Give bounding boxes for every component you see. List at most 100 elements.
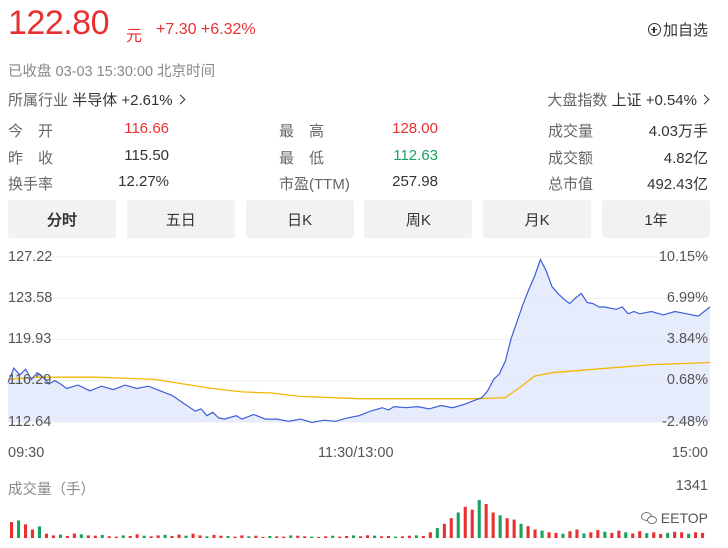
volume-bar — [680, 532, 684, 538]
intraday-price-chart[interactable] — [0, 240, 728, 440]
volume-bar — [624, 532, 628, 538]
y-price-tick: 123.58 — [8, 290, 53, 306]
volume-bar — [568, 531, 572, 538]
volume-bar — [533, 529, 537, 538]
volume-bar — [303, 536, 307, 538]
y-price-tick: 116.29 — [8, 372, 52, 388]
market-status: 已收盘 03-03 15:30:00 北京时间 — [8, 64, 216, 80]
stat-value-low: 112.63 — [393, 147, 438, 164]
market-label: 大盘指数 — [547, 92, 608, 109]
volume-bar — [505, 518, 509, 538]
volume-bar — [65, 536, 69, 538]
tab-five-day[interactable]: 五日 — [126, 200, 235, 238]
market-value: 上证 +0.54% — [611, 92, 697, 109]
y-pct-tick: 10.15% — [658, 249, 708, 265]
volume-bar — [37, 526, 41, 538]
volume-bar — [254, 535, 258, 538]
volume-bar — [156, 535, 160, 538]
volume-bar — [247, 536, 251, 538]
volume-bar — [149, 536, 153, 538]
volume-bar — [289, 535, 293, 538]
volume-bar — [554, 532, 558, 538]
stat-value-open: 116.66 — [124, 120, 169, 137]
volume-bar — [610, 532, 614, 538]
avg-price-line — [7, 361, 711, 400]
volume-title: 成交量（手） — [8, 482, 95, 498]
price-line — [7, 257, 711, 424]
plus-circle-icon — [647, 23, 661, 36]
volume-bar — [366, 535, 370, 538]
volume-bar — [51, 535, 55, 538]
add-watchlist-button[interactable]: 加自选 — [647, 19, 708, 40]
volume-bar — [79, 534, 83, 538]
stat-value-amount: 4.82亿 — [663, 150, 708, 167]
volume-bar — [107, 536, 111, 538]
volume-bar — [114, 536, 118, 538]
chart-period-tabs: 分时 五日 日K 周K 月K 1年 — [8, 200, 710, 238]
tab-weekly-k[interactable]: 周K — [364, 200, 473, 238]
volume-bar — [393, 536, 397, 538]
volume-bar — [100, 534, 104, 538]
volume-bar — [379, 536, 383, 538]
stat-value-high: 128.00 — [392, 120, 438, 137]
tab-monthly-k[interactable]: 月K — [483, 200, 592, 238]
volume-bar — [652, 532, 656, 538]
volume-bar — [575, 529, 579, 538]
volume-bar — [428, 532, 432, 538]
volume-bar — [177, 534, 181, 538]
volume-bar — [135, 534, 139, 538]
volume-bar — [198, 535, 202, 538]
volume-bar — [352, 535, 356, 538]
watermark-text: EETOP — [660, 510, 708, 526]
volume-bar — [86, 535, 90, 538]
volume-bar — [526, 526, 530, 538]
volume-bar — [631, 533, 635, 538]
volume-bar — [212, 534, 216, 538]
volume-bar — [456, 512, 460, 538]
industry-link[interactable]: 所属行业 半导体 +2.61% — [8, 89, 186, 110]
tab-daily-k[interactable]: 日K — [245, 200, 354, 238]
volume-bar — [58, 534, 62, 538]
volume-bar — [359, 536, 363, 538]
tab-intraday[interactable]: 分时 — [8, 200, 116, 238]
chevron-right-icon — [175, 94, 186, 105]
volume-bar — [512, 519, 516, 538]
volume-bar — [596, 530, 600, 538]
volume-bar — [17, 520, 21, 538]
tab-one-year[interactable]: 1年 — [601, 200, 710, 238]
price-change: +7.30 +6.32% — [156, 21, 256, 38]
volume-bar — [268, 536, 272, 538]
volume-bar — [93, 535, 97, 538]
volume-bar — [666, 532, 670, 538]
volume-bar — [44, 533, 48, 538]
volume-bar — [310, 536, 314, 538]
y-price-tick: 127.22 — [8, 249, 53, 265]
volume-bar — [694, 532, 698, 538]
volume-bar — [142, 535, 146, 538]
volume-bar — [400, 536, 404, 538]
price-unit: 元 — [126, 28, 143, 45]
volume-bar — [324, 536, 328, 538]
volume-bar — [421, 536, 425, 538]
volume-bar — [617, 530, 621, 538]
volume-bar — [170, 536, 174, 538]
stat-label-volume: 成交量 — [548, 123, 594, 140]
volume-max: 1341 — [675, 478, 708, 494]
volume-bar — [442, 523, 446, 538]
volume-bar — [659, 534, 663, 538]
x-tick: 15:00 — [671, 445, 708, 461]
volume-bar — [219, 535, 223, 538]
stat-label-prev-close: 昨 收 — [8, 150, 54, 167]
volume-bar — [373, 535, 377, 538]
volume-bar — [435, 528, 439, 538]
stat-label-open: 今 开 — [8, 123, 54, 140]
volume-bar — [477, 500, 481, 538]
wechat-icon — [640, 512, 657, 524]
volume-bar — [386, 536, 390, 538]
volume-bar — [470, 509, 474, 538]
y-pct-tick: -2.48% — [662, 414, 708, 430]
volume-bar — [519, 523, 523, 538]
market-index-link[interactable]: 大盘指数 上证 +0.54% — [547, 89, 710, 110]
volume-bar — [638, 531, 642, 538]
volume-bar — [582, 533, 586, 538]
